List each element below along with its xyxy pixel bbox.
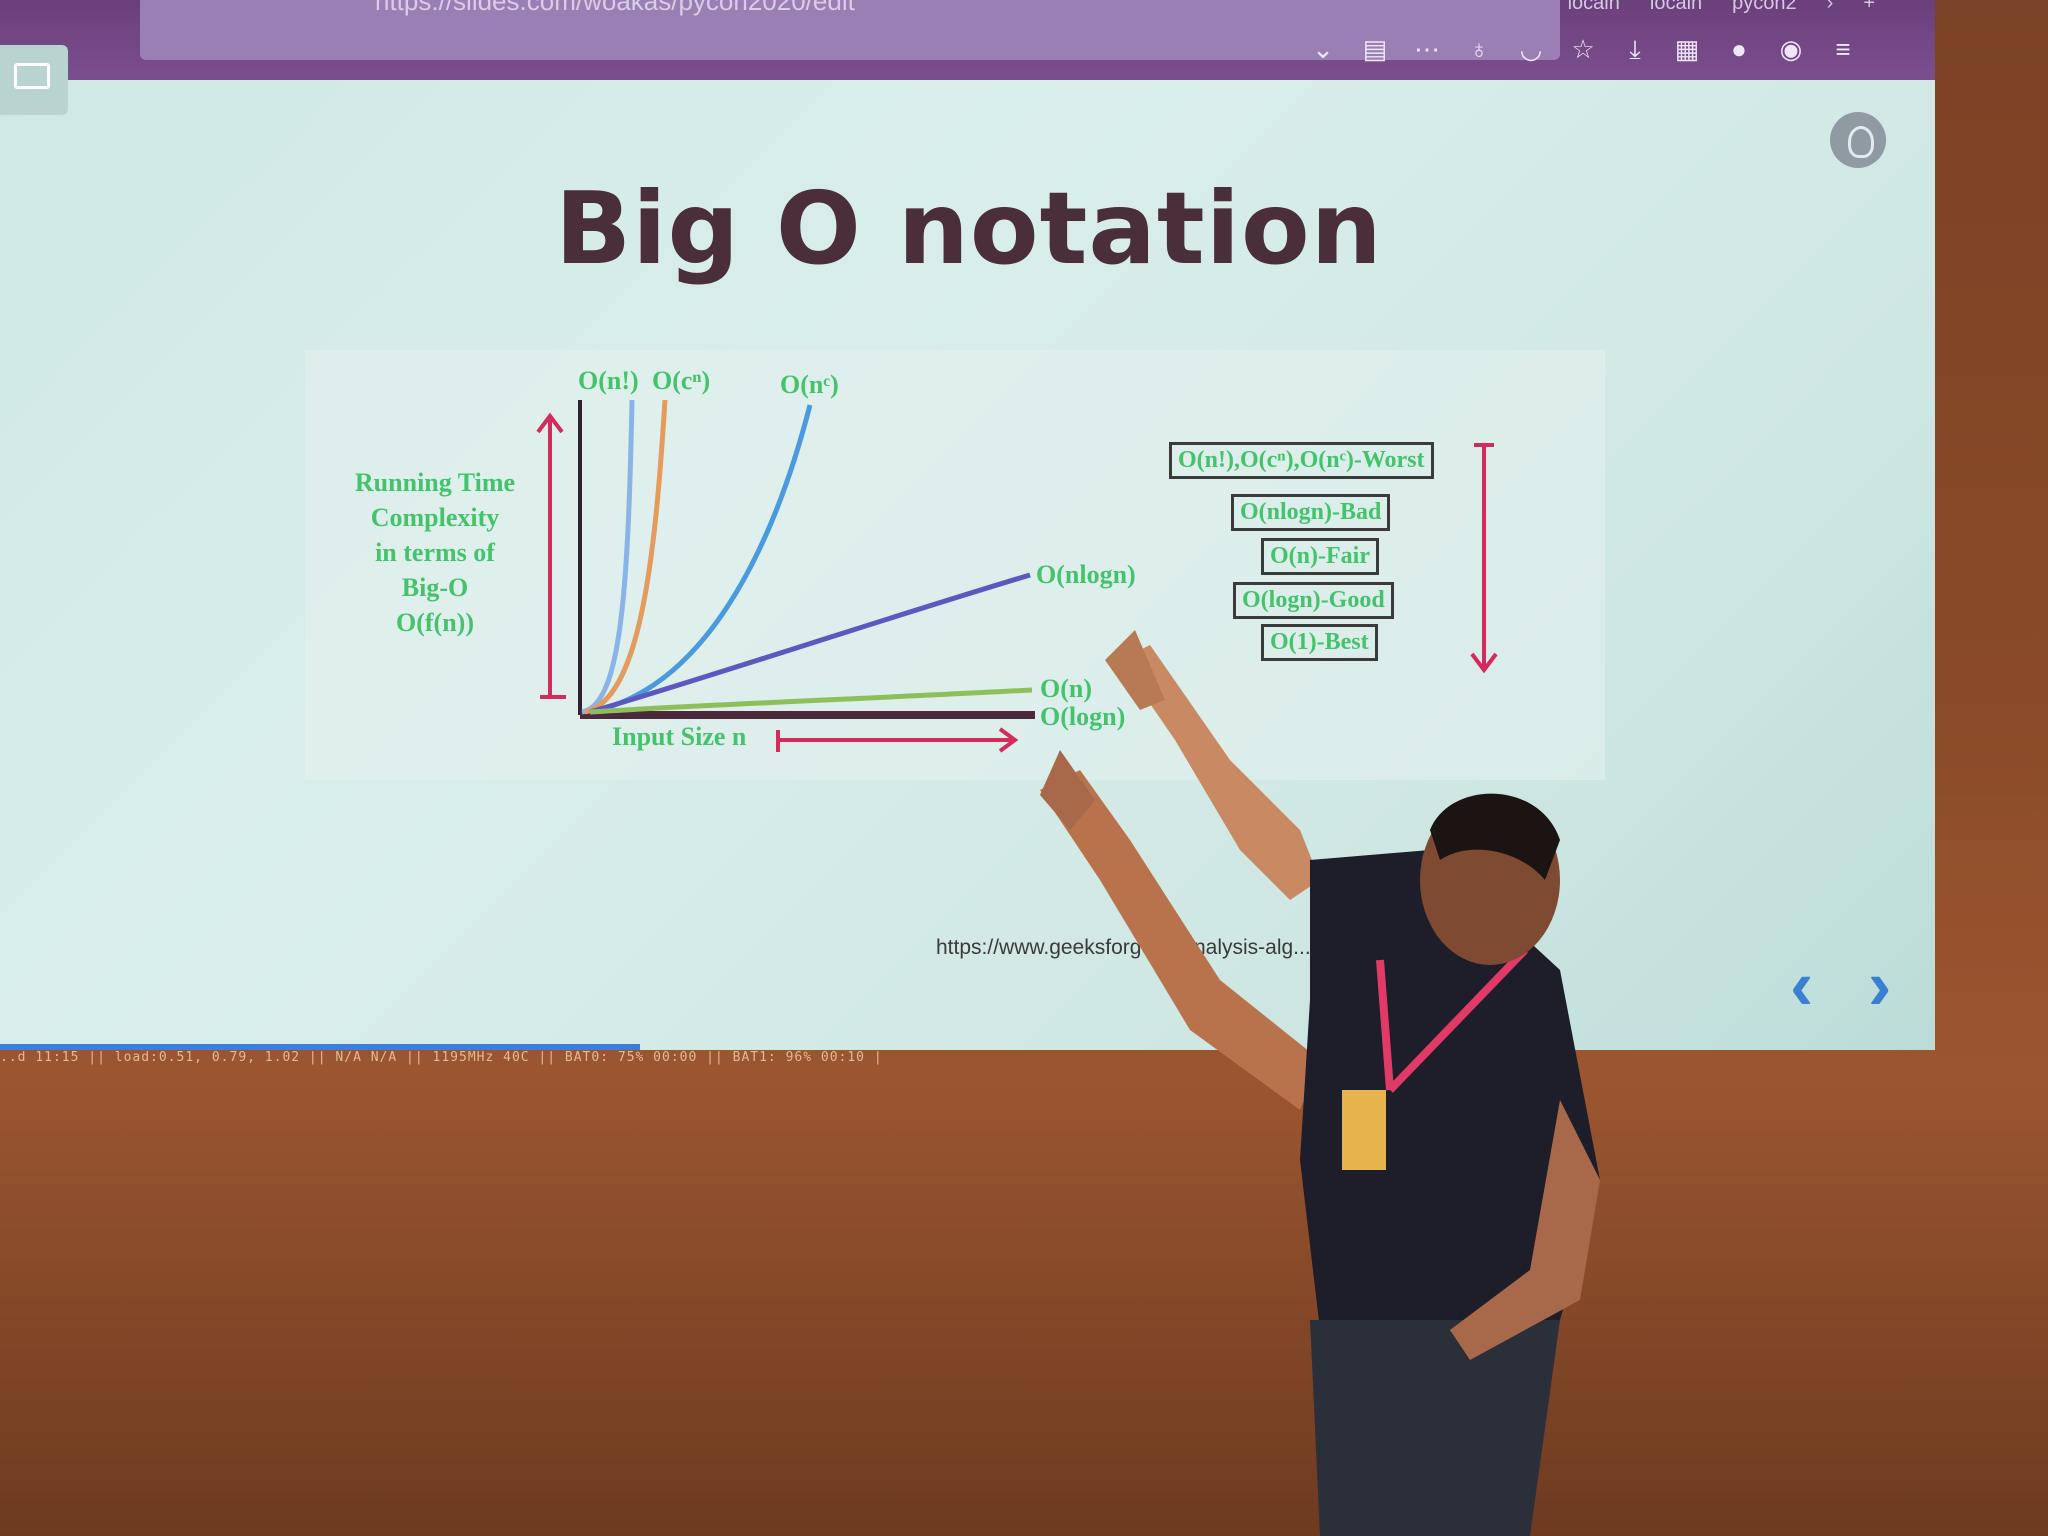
slide-title: Big O notation [555,170,1383,287]
tab-strip: localh localh pycon2 › + [1568,0,1875,15]
reader-icon[interactable]: ▤ [1362,34,1388,64]
legend-arrow-head [1470,652,1498,674]
menu-icon[interactable]: ≡ [1835,34,1851,64]
tab-pycon[interactable]: pycon2 [1732,0,1797,14]
pocket-icon[interactable]: ◡ [1519,34,1543,64]
legend-worst: O(n!),O(cⁿ),O(nᶜ)-Worst [1169,442,1434,479]
x-axis-label: Input Size n [612,722,747,751]
x-arrow-head [998,727,1019,753]
new-tab-icon[interactable]: + [1863,0,1875,14]
present-button[interactable] [0,45,68,115]
label-exponential: O(cⁿ) [652,366,711,395]
dropdown-icon[interactable]: ⌄ [1312,34,1334,64]
y-axis-label-line: Big-O [401,573,469,602]
star-icon[interactable]: ☆ [1571,34,1595,64]
system-status-bar: ..d 11:15 || load:0.51, 0.79, 1.02 || N/… [0,1050,883,1065]
account-icon[interactable]: ◉ [1779,34,1803,64]
presenter-badge [1342,1090,1386,1170]
label-polynomial: O(nᶜ) [780,370,839,399]
monitor-icon [14,63,50,89]
legend-good: O(logn)-Good [1233,582,1394,619]
y-axis-label-line: Running Time [354,468,516,497]
curve-factorial [581,399,635,715]
curve-nlogn [589,572,1031,715]
extension-icon[interactable]: ● [1731,34,1747,64]
legend-best: O(1)-Best [1261,624,1378,661]
download-icon[interactable]: ⤓ [1629,34,1641,64]
y-axis-label-line: Complexity [370,503,500,532]
y-axis-label-line: in terms of [375,538,495,567]
complexity-chart [305,350,1605,780]
next-slide-icon[interactable]: › [1868,946,1892,1024]
toolbar-icons: ⌄ ▤ ⋯ ♁ ◡ ☆ ⤓ ▦ ● ◉ ≡ [1310,36,1856,62]
extensions-icon[interactable]: ▦ [1674,34,1700,64]
chevron-right-icon[interactable]: › [1826,0,1834,14]
y-arrow-head [536,412,564,434]
presenter-arm-lower [1450,1100,1600,1360]
projected-screen: https://slides.com/woakas/pycon2020/edit… [0,0,1935,1050]
label-linear: O(n) [1040,674,1092,703]
browser-toolbar: https://slides.com/woakas/pycon2020/edit… [0,0,1935,80]
more-icon[interactable]: ⋯ [1414,34,1440,64]
tab-localhost-2[interactable]: localh [1649,0,1703,14]
y-axis-label: Running Time Complexity in terms of Big-… [325,465,545,640]
bulb-icon[interactable]: ♁ [1469,34,1489,64]
curve-exponential [584,399,668,715]
avatar[interactable] [1830,112,1886,168]
prev-slide-icon[interactable]: ‹ [1790,946,1814,1024]
label-log: O(logn) [1040,702,1126,731]
presenter-legs [1310,1320,1560,1536]
legend-bad: O(nlogn)-Bad [1231,494,1391,531]
curve-linear [589,687,1033,715]
slide-progress-bar [0,1044,640,1050]
chart-panel [305,350,1605,780]
source-link[interactable]: https://www.geeksforge... /analysis-alg.… [936,936,1311,959]
url-bar[interactable]: https://slides.com/woakas/pycon2020/edit [140,0,1560,60]
url-text[interactable]: https://slides.com/woakas/pycon2020/edit [375,0,855,16]
label-factorial: O(n!) [578,366,639,395]
tab-localhost-1[interactable]: localh [1567,0,1620,14]
label-nlogn: O(nlogn) [1036,560,1136,589]
legend-fair: O(n)-Fair [1261,538,1379,575]
y-axis-label-line: O(f(n)) [396,608,474,637]
